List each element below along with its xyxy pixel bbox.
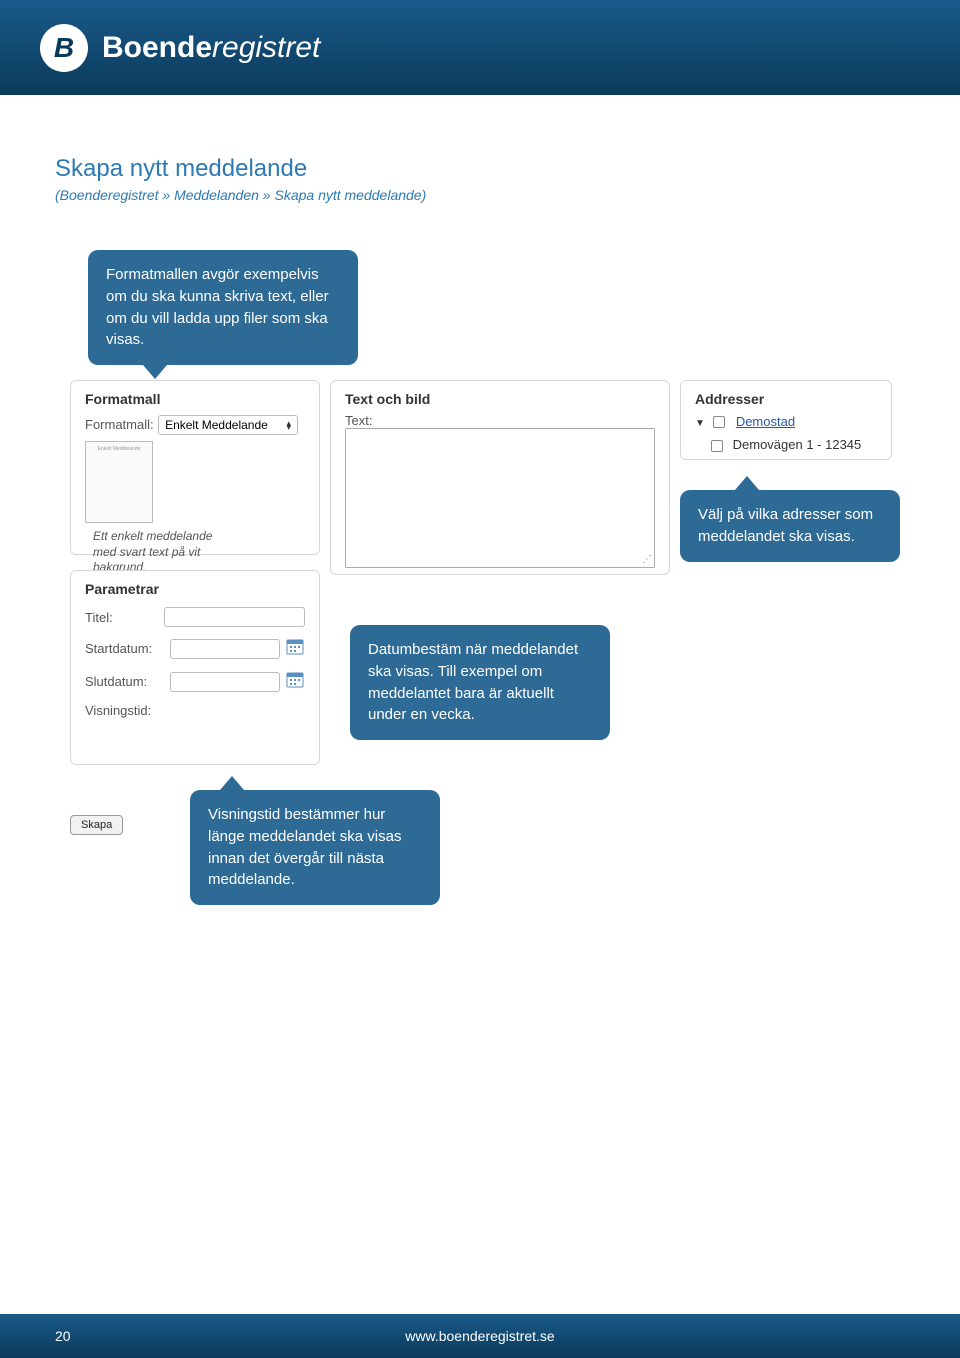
- callout-tail-icon: [220, 776, 244, 790]
- resize-grip-icon: ⋰: [642, 554, 652, 565]
- slutdatum-label: Slutdatum:: [85, 674, 170, 689]
- page-title: Skapa nytt meddelande: [55, 155, 905, 183]
- formatmall-selected: Enkelt Meddelande: [165, 418, 268, 432]
- footer-url: www.boenderegistret.se: [115, 1328, 845, 1344]
- formatmall-select[interactable]: Enkelt Meddelande ▴▾: [158, 415, 298, 435]
- callout-addresses: Välj på vilka adresser som meddelandet s…: [680, 490, 900, 562]
- formatmall-heading: Formatmall: [85, 391, 305, 407]
- startdatum-label: Startdatum:: [85, 641, 170, 656]
- select-arrows-icon: ▴▾: [287, 421, 292, 430]
- parametrar-heading: Parametrar: [85, 581, 305, 597]
- formatmall-preview: Enkelt Meddelande: [85, 441, 153, 523]
- triangle-down-icon: ▼: [695, 418, 705, 429]
- breadcrumb: (Boenderegistret » Meddelanden » Skapa n…: [55, 187, 905, 203]
- brand-name: Boenderegistret: [102, 31, 320, 65]
- footer: 20 www.boenderegistret.se: [0, 1314, 960, 1358]
- titel-input[interactable]: [164, 607, 305, 627]
- formatmall-preview-text: Enkelt Meddelande: [86, 442, 152, 456]
- callout-dates-text: Datumbestäm när meddelandet ska visas. T…: [368, 641, 578, 723]
- callout-visning: Visningstid bestämmer hur länge meddelan…: [190, 790, 440, 905]
- parametrar-panel: Parametrar Titel: Startdatum: Slutdatum:…: [70, 570, 320, 765]
- addresser-panel: Addresser ▼ Demostad Demovägen 1 - 12345: [680, 380, 892, 460]
- skapa-button[interactable]: Skapa: [70, 815, 123, 835]
- formatmall-desc: Ett enkelt meddelande med svart text på …: [93, 529, 233, 576]
- brand-prefix: Boende: [102, 31, 212, 64]
- callout-tail-icon: [143, 365, 167, 379]
- calendar-icon[interactable]: [286, 670, 304, 693]
- formatmall-panel: Formatmall Formatmall: Enkelt Meddelande…: [70, 380, 320, 555]
- page-number: 20: [55, 1328, 115, 1344]
- addresser-group-checkbox[interactable]: [713, 416, 725, 428]
- logo: B Boenderegistret: [40, 24, 320, 72]
- slutdatum-input[interactable]: [170, 672, 280, 692]
- callout-addresses-text: Välj på vilka adresser som meddelandet s…: [698, 506, 873, 545]
- callout-format-text: Formatmallen avgör exempelvis om du ska …: [106, 266, 329, 348]
- callout-format: Formatmallen avgör exempelvis om du ska …: [88, 250, 358, 365]
- titel-label: Titel:: [85, 610, 164, 625]
- visningstid-label: Visningstid:: [85, 703, 170, 718]
- addresser-item[interactable]: Demovägen 1 - 12345: [711, 437, 877, 452]
- textbild-panel: Text och bild Text: ⋰: [330, 380, 670, 575]
- addresser-group[interactable]: ▼ Demostad: [695, 413, 877, 431]
- textbild-heading: Text och bild: [345, 391, 655, 407]
- logo-icon: B: [40, 24, 88, 72]
- calendar-icon[interactable]: [286, 637, 304, 660]
- addresser-heading: Addresser: [695, 391, 877, 407]
- startdatum-input[interactable]: [170, 639, 280, 659]
- callout-visning-text: Visningstid bestämmer hur länge meddelan…: [208, 806, 401, 888]
- textbild-label: Text:: [345, 413, 655, 428]
- textbild-textarea[interactable]: ⋰: [345, 428, 655, 568]
- content-area: Skapa nytt meddelande (Boenderegistret »…: [0, 95, 960, 203]
- callout-dates: Datumbestäm när meddelandet ska visas. T…: [350, 625, 610, 740]
- header: B Boenderegistret: [0, 0, 960, 95]
- addresser-item-label: Demovägen 1 - 12345: [733, 437, 862, 452]
- brand-suffix: registret: [212, 31, 320, 64]
- callout-tail-icon: [735, 476, 759, 490]
- addresser-item-checkbox[interactable]: [711, 440, 723, 452]
- formatmall-label: Formatmall:: [85, 417, 154, 432]
- addresser-group-label: Demostad: [736, 414, 795, 429]
